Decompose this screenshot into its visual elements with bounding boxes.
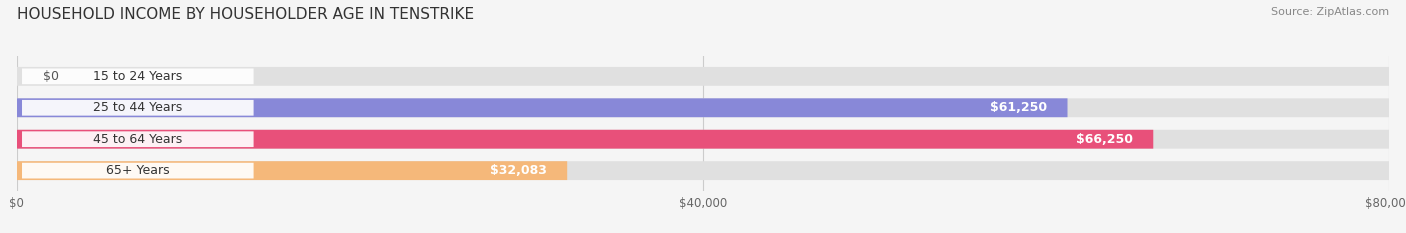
- Text: 45 to 64 Years: 45 to 64 Years: [93, 133, 183, 146]
- Text: Source: ZipAtlas.com: Source: ZipAtlas.com: [1271, 7, 1389, 17]
- Text: $61,250: $61,250: [990, 101, 1047, 114]
- Text: $0: $0: [42, 70, 59, 83]
- FancyBboxPatch shape: [17, 98, 1389, 117]
- FancyBboxPatch shape: [17, 161, 567, 180]
- Text: $32,083: $32,083: [489, 164, 547, 177]
- FancyBboxPatch shape: [17, 98, 1067, 117]
- FancyBboxPatch shape: [17, 130, 1389, 149]
- FancyBboxPatch shape: [22, 163, 253, 178]
- FancyBboxPatch shape: [17, 67, 1389, 86]
- FancyBboxPatch shape: [17, 130, 1153, 149]
- Text: 65+ Years: 65+ Years: [105, 164, 170, 177]
- FancyBboxPatch shape: [22, 69, 253, 84]
- Text: HOUSEHOLD INCOME BY HOUSEHOLDER AGE IN TENSTRIKE: HOUSEHOLD INCOME BY HOUSEHOLDER AGE IN T…: [17, 7, 474, 22]
- FancyBboxPatch shape: [22, 131, 253, 147]
- FancyBboxPatch shape: [22, 100, 253, 116]
- Text: 15 to 24 Years: 15 to 24 Years: [93, 70, 183, 83]
- FancyBboxPatch shape: [17, 161, 1389, 180]
- Text: $66,250: $66,250: [1076, 133, 1133, 146]
- Text: 25 to 44 Years: 25 to 44 Years: [93, 101, 183, 114]
